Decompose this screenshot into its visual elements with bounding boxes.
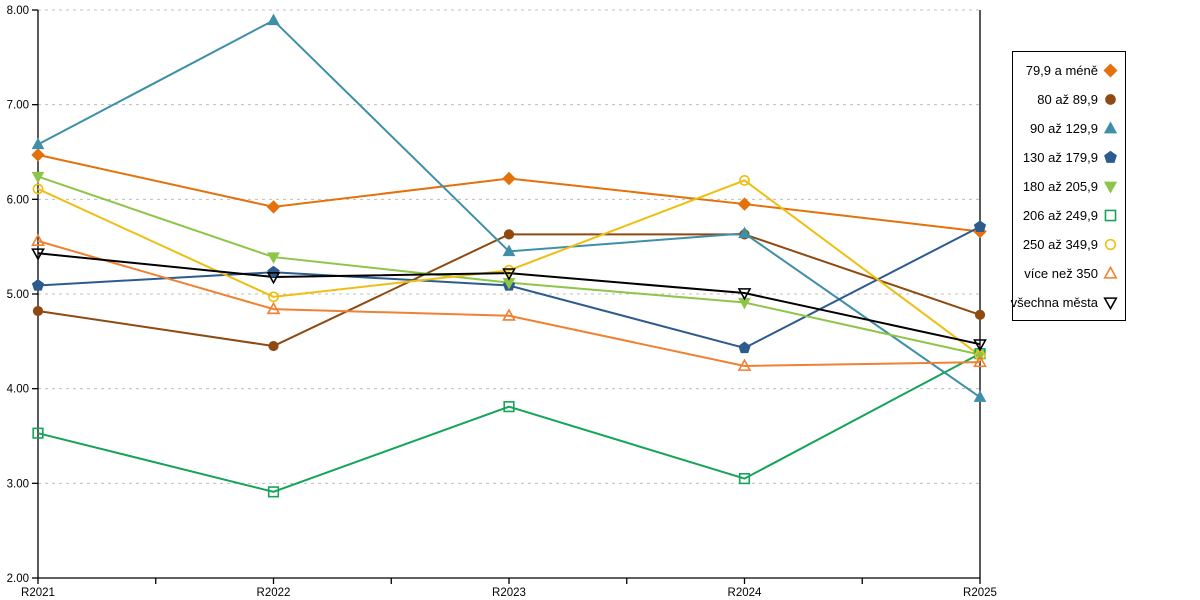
data-point-marker [974, 309, 986, 320]
series-line-206-a-249-9 [37, 352, 981, 493]
legend-item-206-a-249-9: 206 až 249,9 [1013, 201, 1125, 230]
legend-item-v-echna-m-sta: všechna města [1010, 288, 1125, 317]
data-point-marker [973, 220, 987, 232]
data-point-marker [32, 183, 44, 195]
series-line-250-a-349-9 [37, 179, 981, 357]
legend-item-80-a-89-9: 80 až 89,9 [1013, 85, 1125, 114]
legend-label: 250 až 349,9 [1022, 237, 1098, 252]
y-axis-tick-label: 5.00 [7, 289, 29, 301]
legend: 79,9 a méně 80 až 89,9 90 až 129,9 130 až 1… [1010, 51, 1126, 321]
data-point-marker [32, 427, 44, 439]
series-line-v-ce-ne-350 [37, 240, 981, 367]
data-point-marker [502, 308, 516, 321]
legend-label: 79,9 a méně [1025, 63, 1098, 78]
legend-item-130-a-179-9: 130 až 179,9 [1013, 143, 1125, 172]
data-point-marker [267, 265, 280, 278]
legend-label: více než 350 [1024, 266, 1098, 281]
x-axis-tick-label: R2023 [492, 587, 526, 599]
data-point-marker [32, 305, 44, 317]
legend-item-79-9-a-m-n: 79,9 a méně [1013, 56, 1125, 85]
data-point-marker [267, 486, 280, 498]
data-point-marker [31, 279, 45, 291]
data-point-marker [739, 174, 750, 186]
data-point-marker [502, 244, 516, 257]
legend-label: 80 až 89,9 [1037, 92, 1098, 107]
square-marker-icon [1104, 209, 1117, 222]
triangle-up-marker-icon [1103, 121, 1118, 134]
data-point-marker [267, 252, 280, 264]
data-point-marker [266, 271, 281, 285]
series-line-79-9-a-m-n [37, 153, 981, 233]
data-point-marker [267, 13, 280, 26]
data-point-marker [31, 137, 45, 150]
legend-item-v-ce-ne-350: více než 350 [1013, 259, 1125, 288]
series-line-90-a-129-9 [37, 19, 981, 399]
legend-item-90-a-129-9: 90 až 129,9 [1013, 114, 1125, 143]
x-axis-tick-label: R2021 [21, 587, 55, 599]
y-axis-tick-label: 4.00 [7, 384, 29, 396]
data-point-marker [502, 268, 516, 281]
x-axis-tick-label: R2022 [257, 587, 291, 599]
data-point-marker [973, 339, 987, 352]
data-point-marker [973, 354, 987, 368]
data-point-marker [31, 148, 45, 162]
circle-marker-icon [1104, 238, 1117, 251]
circle-marker-icon [1105, 94, 1116, 105]
data-point-marker [738, 226, 751, 239]
y-axis-tick-label: 2.00 [7, 573, 29, 585]
data-point-marker [503, 401, 515, 413]
x-axis-tick-label: R2025 [963, 587, 997, 599]
legend-label: 130 až 179,9 [1022, 150, 1098, 165]
y-axis-tick-label: 3.00 [7, 478, 29, 490]
data-point-marker [738, 341, 751, 354]
data-point-marker [266, 301, 281, 315]
data-point-marker [268, 291, 279, 303]
triangle-up-marker-icon [1103, 266, 1118, 279]
data-point-marker [503, 229, 515, 240]
data-point-marker [738, 472, 751, 485]
legend-label: všechna města [1010, 295, 1098, 310]
data-point-marker [973, 390, 987, 402]
y-axis-tick-label: 7.00 [7, 100, 29, 112]
series-line-v-echna-m-sta [37, 252, 981, 346]
data-point-marker [737, 358, 752, 371]
legend-item-180-a-205-9: 180 až 205,9 [1013, 172, 1125, 201]
legend-label: 206 až 249,9 [1022, 208, 1098, 223]
data-point-marker [31, 171, 45, 184]
pentagon-marker-icon [1104, 150, 1117, 163]
diamond-marker-icon [1103, 63, 1118, 78]
legend-label: 180 až 205,9 [1022, 179, 1098, 194]
triangle-down-marker-icon [1103, 181, 1118, 194]
legend-item-250-a-349-9: 250 až 349,9 [1013, 230, 1125, 259]
data-point-marker [31, 233, 45, 246]
triangle-down-marker-icon [1103, 297, 1118, 310]
y-axis-tick-label: 6.00 [7, 194, 29, 206]
data-point-marker [266, 200, 281, 214]
data-point-marker [31, 248, 45, 261]
data-point-marker [502, 171, 516, 186]
data-point-marker [737, 197, 752, 211]
legend-label: 90 až 129,9 [1030, 121, 1098, 136]
y-axis-tick-label: 8.00 [7, 5, 29, 17]
data-point-marker [268, 340, 279, 352]
data-point-marker [737, 288, 752, 301]
x-axis-tick-label: R2024 [728, 587, 762, 599]
